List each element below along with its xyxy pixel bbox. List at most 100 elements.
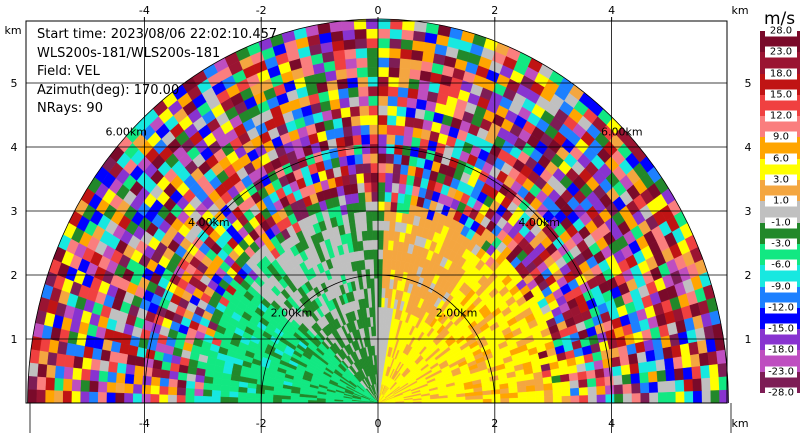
velocity-gate bbox=[382, 258, 388, 270]
velocity-gate bbox=[648, 381, 659, 393]
velocity-gate bbox=[391, 172, 401, 184]
velocity-gate bbox=[367, 66, 379, 78]
velocity-gate bbox=[360, 124, 370, 136]
colorbar-tick-label: 9.0 bbox=[765, 131, 797, 143]
velocity-gate bbox=[358, 95, 369, 107]
velocity-gate bbox=[380, 306, 385, 318]
velocity-gate bbox=[397, 192, 406, 204]
velocity-gate bbox=[335, 68, 348, 81]
velocity-gate bbox=[356, 182, 365, 194]
velocity-gate bbox=[176, 379, 187, 389]
velocity-gate bbox=[220, 390, 230, 398]
velocity-gate bbox=[367, 239, 374, 250]
velocity-gate bbox=[380, 297, 385, 308]
velocity-gate bbox=[402, 135, 413, 147]
velocity-gate bbox=[71, 379, 82, 392]
velocity-gate bbox=[329, 98, 341, 111]
velocity-gate bbox=[71, 367, 83, 381]
velocity-gate bbox=[665, 368, 676, 382]
range-ring bbox=[144, 146, 612, 404]
y-tick-label-left: 3 bbox=[11, 205, 18, 218]
velocity-gate bbox=[167, 394, 177, 404]
velocity-gate bbox=[408, 155, 418, 167]
velocity-gate bbox=[620, 364, 631, 376]
velocity-gate bbox=[399, 58, 412, 70]
y-tick-label-left: 5 bbox=[11, 77, 18, 90]
velocity-gate bbox=[401, 29, 414, 41]
velocity-gate bbox=[400, 154, 410, 166]
velocity-gate bbox=[97, 381, 108, 393]
velocity-gate bbox=[368, 258, 374, 270]
velocity-gate bbox=[416, 89, 429, 101]
velocity-gate bbox=[377, 18, 391, 30]
velocity-gate bbox=[682, 366, 693, 380]
velocity-gate bbox=[630, 372, 641, 384]
velocity-gate bbox=[45, 364, 56, 379]
velocity-gate bbox=[339, 106, 351, 119]
velocity-gate bbox=[369, 143, 379, 154]
velocity-gate bbox=[365, 210, 373, 222]
velocity-gate bbox=[543, 382, 553, 391]
velocity-gate bbox=[373, 268, 379, 279]
velocity-gate bbox=[36, 363, 48, 378]
velocity-gate bbox=[526, 390, 536, 398]
velocity-gate bbox=[357, 192, 366, 203]
velocity-gate bbox=[246, 392, 256, 399]
velocity-gate bbox=[578, 386, 589, 396]
velocity-gate bbox=[357, 86, 369, 97]
velocity-gate bbox=[361, 143, 371, 155]
x-tick-label-bottom: 2 bbox=[491, 417, 498, 430]
velocity-gate bbox=[337, 87, 349, 100]
velocity-gate bbox=[377, 172, 386, 183]
velocity-gate bbox=[535, 396, 545, 404]
velocity-gate bbox=[639, 382, 650, 394]
velocity-gate bbox=[185, 395, 195, 404]
x-tick-label-top: 4 bbox=[608, 4, 615, 17]
velocity-gate bbox=[408, 78, 420, 90]
velocity-gate bbox=[605, 393, 615, 404]
velocity-gate bbox=[500, 397, 510, 404]
colorbar-tick-label: -12.0 bbox=[765, 302, 797, 314]
velocity-gate bbox=[647, 370, 658, 383]
velocity-gate bbox=[399, 164, 409, 176]
velocity-gate bbox=[614, 393, 624, 404]
velocity-gate bbox=[391, 182, 400, 194]
velocity-gate bbox=[709, 376, 720, 391]
velocity-gate bbox=[185, 388, 195, 397]
velocity-gate bbox=[613, 374, 623, 386]
velocity-gate bbox=[405, 174, 415, 186]
velocity-gate bbox=[666, 380, 676, 393]
velocity-gate bbox=[371, 220, 379, 231]
velocity-gate bbox=[381, 287, 386, 298]
x-tick-label-top: 0 bbox=[375, 4, 382, 17]
velocity-gate bbox=[390, 192, 399, 203]
velocity-gate bbox=[377, 105, 388, 116]
colorbar-tick-label: 28.0 bbox=[765, 25, 797, 37]
velocity-gate bbox=[336, 78, 348, 90]
velocity-gate bbox=[386, 124, 396, 136]
colorbar: 28.0 23.0 18.0 15.0 12.0 9.0 6.0 3.0 1.0 -1.0 -3.0… bbox=[760, 25, 800, 399]
velocity-gate bbox=[707, 350, 718, 366]
velocity-gate bbox=[382, 239, 389, 250]
velocity-gate bbox=[89, 369, 100, 382]
velocity-gate bbox=[377, 258, 383, 269]
range-ring-label: 6.00km bbox=[105, 125, 147, 138]
velocity-gate bbox=[377, 143, 387, 154]
velocity-gate bbox=[351, 125, 362, 136]
velocity-gate bbox=[194, 374, 205, 384]
velocity-gate bbox=[373, 277, 379, 289]
velocity-gate bbox=[619, 354, 630, 366]
velocity-gate bbox=[368, 95, 379, 106]
velocity-gate bbox=[612, 365, 623, 377]
velocity-gate bbox=[255, 398, 265, 404]
velocity-gate bbox=[482, 398, 493, 404]
velocity-gate bbox=[333, 127, 345, 139]
velocity-gate bbox=[386, 249, 393, 261]
velocity-gate bbox=[353, 153, 363, 165]
velocity-gate bbox=[377, 287, 382, 298]
velocity-gate bbox=[124, 373, 135, 385]
velocity-gate bbox=[410, 136, 421, 148]
velocity-gate bbox=[193, 388, 204, 397]
x-tick-label-top: -2 bbox=[256, 4, 267, 17]
velocity-gate bbox=[700, 364, 711, 379]
